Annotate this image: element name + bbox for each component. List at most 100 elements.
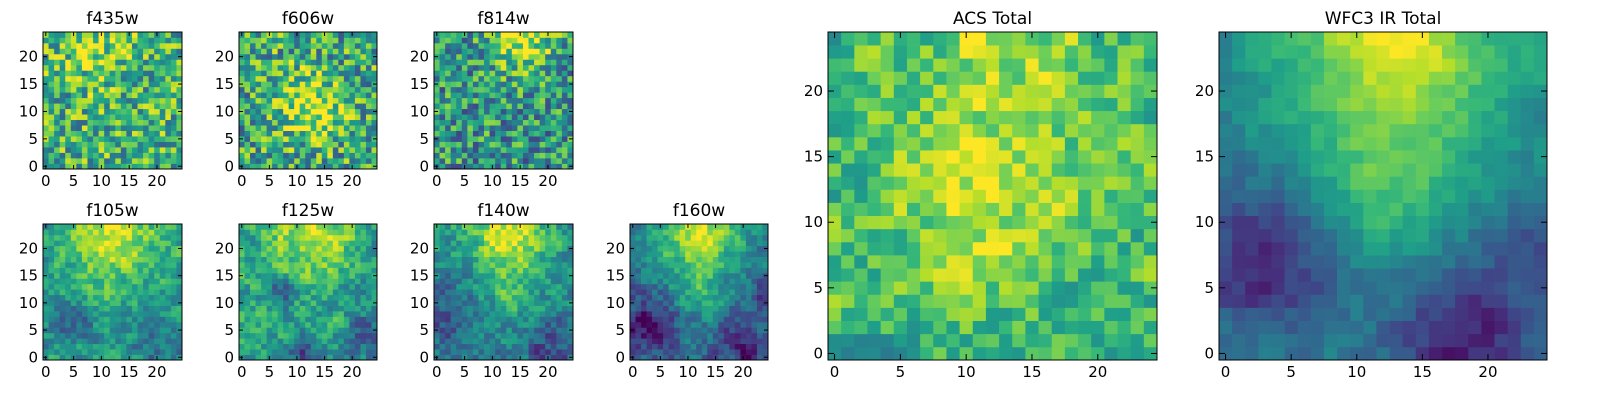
heatmap-cell <box>707 300 713 306</box>
heatmap-cell <box>76 147 82 153</box>
heatmap-cell <box>272 316 278 322</box>
heatmap-cell <box>751 355 757 361</box>
heatmap-cell <box>534 103 540 109</box>
heatmap-cell <box>176 131 182 137</box>
heatmap-cell <box>484 92 490 98</box>
heatmap-cell <box>523 43 529 49</box>
heatmap-cell <box>551 224 557 230</box>
heatmap-cell <box>261 43 267 49</box>
heatmap-cell <box>562 322 568 328</box>
heatmap-cell <box>1091 189 1105 202</box>
heatmap-cell <box>440 70 446 76</box>
heatmap-cell <box>43 92 49 98</box>
heatmap-cell <box>484 284 490 290</box>
heatmap-cell <box>366 70 372 76</box>
heatmap-cell <box>267 251 273 257</box>
heatmap-cell <box>630 284 636 290</box>
heatmap-cell <box>311 235 317 241</box>
heatmap-cell <box>160 284 166 290</box>
heatmap-cell <box>713 316 719 322</box>
heatmap-cell <box>104 268 110 274</box>
heatmap-cell <box>300 54 306 60</box>
heatmap-cell <box>43 338 49 344</box>
heatmap-cell <box>685 273 691 279</box>
heatmap-cell <box>322 273 328 279</box>
heatmap-cell <box>176 76 182 82</box>
heatmap-cell <box>501 311 507 317</box>
heatmap-cell <box>473 240 479 246</box>
heatmap-cell <box>641 268 647 274</box>
heatmap-cell <box>99 311 105 317</box>
heatmap-cell <box>999 334 1013 347</box>
heatmap-cell <box>322 327 328 333</box>
heatmap-cell <box>478 235 484 241</box>
heatmap-cell <box>371 295 377 301</box>
heatmap-cell <box>110 278 116 284</box>
heatmap-cell <box>523 289 529 295</box>
heatmap-cell <box>349 316 355 322</box>
heatmap-cell <box>545 142 551 148</box>
heatmap-cell <box>121 54 127 60</box>
heatmap-cell <box>556 306 562 312</box>
heatmap-cell <box>1131 189 1145 202</box>
heatmap-cell <box>138 48 144 54</box>
heatmap-cell <box>562 284 568 290</box>
heatmap-cell <box>434 344 440 350</box>
heatmap-cell <box>451 295 457 301</box>
heatmap-cell <box>126 59 132 65</box>
heatmap-cell <box>256 268 262 274</box>
heatmap-cell <box>462 289 468 295</box>
heatmap-cell <box>360 114 366 120</box>
heatmap-cell <box>54 81 60 87</box>
heatmap-cell <box>65 224 71 230</box>
heatmap-cell <box>495 120 501 126</box>
heatmap-cell <box>534 300 540 306</box>
heatmap-cell <box>104 109 110 115</box>
heatmap-cell <box>986 163 1000 176</box>
heatmap-cell <box>267 311 273 317</box>
heatmap-cell <box>360 306 366 312</box>
heatmap-cell <box>49 81 55 87</box>
heatmap-cell <box>933 189 947 202</box>
heatmap-cell <box>256 98 262 104</box>
heatmap-cell <box>724 289 730 295</box>
heatmap-cell <box>121 153 127 159</box>
heatmap-cell <box>462 235 468 241</box>
heatmap-cell <box>451 37 457 43</box>
heatmap-cell <box>126 240 132 246</box>
heatmap-cell <box>1012 163 1026 176</box>
heatmap-cell <box>729 240 735 246</box>
heatmap-cell <box>93 87 99 93</box>
heatmap-cell <box>355 147 361 153</box>
heatmap-cell <box>250 257 256 263</box>
heatmap-cell <box>104 273 110 279</box>
heatmap-cell <box>663 333 669 339</box>
heatmap-cell <box>171 251 177 257</box>
heatmap-cell <box>165 251 171 257</box>
heatmap-cell <box>126 251 132 257</box>
heatmap-cell <box>65 235 71 241</box>
heatmap-cell <box>746 284 752 290</box>
heatmap-cell <box>60 98 66 104</box>
heatmap-cell <box>176 43 182 49</box>
heatmap-cell <box>267 43 273 49</box>
heatmap-cell <box>562 355 568 361</box>
heatmap-cell <box>165 103 171 109</box>
heatmap-cell <box>283 316 289 322</box>
heatmap-cell <box>366 81 372 87</box>
heatmap-cell <box>76 109 82 115</box>
heatmap-cell <box>261 338 267 344</box>
heatmap-cell <box>746 273 752 279</box>
heatmap-cell <box>933 294 947 307</box>
heatmap-cell <box>250 98 256 104</box>
heatmap-cell <box>239 142 245 148</box>
heatmap-cell <box>115 54 121 60</box>
heatmap-cell <box>517 257 523 263</box>
heatmap-cell <box>556 273 562 279</box>
heatmap-cell <box>355 257 361 263</box>
heatmap-cell <box>322 131 328 137</box>
heatmap-cell <box>289 120 295 126</box>
heatmap-cell <box>478 338 484 344</box>
heatmap-cell <box>478 87 484 93</box>
heatmap-cell <box>366 251 372 257</box>
